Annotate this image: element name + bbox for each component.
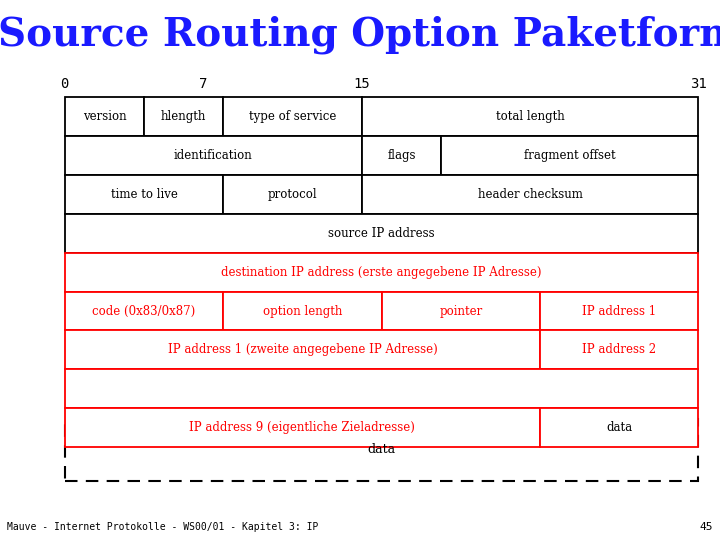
Bar [65,330,540,369]
Bar [65,408,540,447]
Bar [441,136,698,175]
Text: IP address 1 (zweite angegebene IP Adresse): IP address 1 (zweite angegebene IP Adres… [168,343,437,356]
Text: version: version [83,110,126,123]
Bar [361,97,698,136]
Text: data: data [367,443,396,456]
Bar [361,175,698,214]
Text: 7: 7 [199,77,207,91]
Bar [65,97,144,136]
Text: IP address 9 (eigentliche Zieladresse): IP address 9 (eigentliche Zieladresse) [189,421,415,434]
Text: fragment offset: fragment offset [524,149,616,162]
Text: IP address 1: IP address 1 [582,305,656,318]
Bar [65,136,362,175]
Bar [540,408,698,447]
Text: data: data [606,421,632,434]
Text: pointer: pointer [439,305,482,318]
Text: option length: option length [263,305,342,318]
Text: 15: 15 [354,77,370,91]
Bar [65,214,698,253]
Text: 0: 0 [60,77,69,91]
Bar [540,292,698,330]
Bar [144,97,223,136]
Text: hlength: hlength [161,110,207,123]
Text: destination IP address (erste angegebene IP Adresse): destination IP address (erste angegebene… [221,266,542,279]
Text: total length: total length [496,110,564,123]
Bar [65,418,698,481]
Text: type of service: type of service [249,110,336,123]
Text: source IP address: source IP address [328,227,435,240]
Bar [65,292,223,330]
Text: code (0x83/0x87): code (0x83/0x87) [92,305,196,318]
Bar [65,369,698,408]
Bar [223,175,361,214]
Text: IP Source Routing Option Paketformat: IP Source Routing Option Paketformat [0,16,720,55]
Text: time to live: time to live [111,188,177,201]
Text: header checksum: header checksum [477,188,582,201]
Text: IP address 2: IP address 2 [582,343,656,356]
Text: flags: flags [387,149,415,162]
Bar [65,175,223,214]
Text: Mauve - Internet Protokolle - WS00/01 - Kapitel 3: IP: Mauve - Internet Protokolle - WS00/01 - … [7,522,318,532]
Bar [223,292,382,330]
Bar [382,292,540,330]
Text: 45: 45 [699,522,713,532]
Text: 31: 31 [690,77,707,91]
Bar [223,97,361,136]
Text: protocol: protocol [268,188,318,201]
Bar [65,253,698,292]
Text: identification: identification [174,149,253,162]
Bar [540,330,698,369]
Bar [361,136,441,175]
